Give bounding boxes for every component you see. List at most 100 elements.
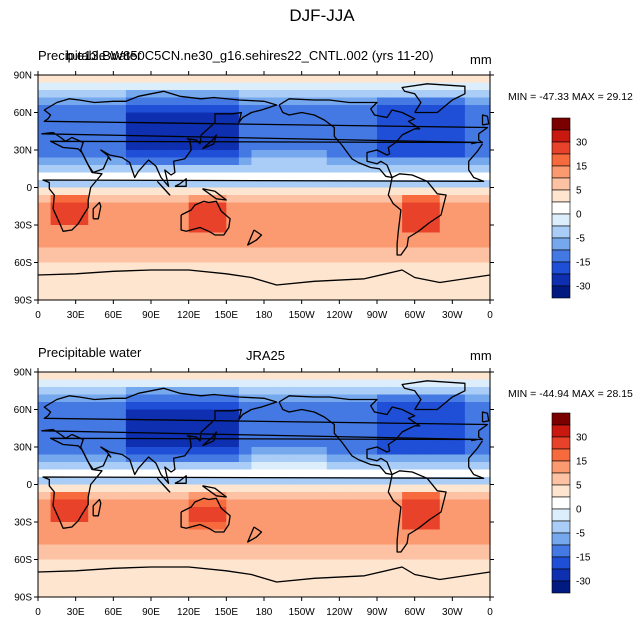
field-cell [389,484,403,493]
field-cell [301,97,315,106]
field-cell [389,432,403,441]
field-cell [63,82,77,91]
field-cell [88,424,102,433]
field-cell [75,424,89,433]
field-cell [339,82,353,91]
field-cell [138,402,152,411]
field-cell [289,262,303,271]
field-cell [125,582,140,591]
field-cell [50,552,64,561]
field-cell [427,499,441,508]
field-cell [339,379,353,388]
field-cell [75,589,89,598]
field-cell [339,232,353,241]
colorbar-label: -5 [576,529,585,540]
field-cell [100,454,114,463]
field-cell [276,150,290,159]
field-cell [364,439,378,448]
field-cell [351,552,366,561]
field-cell [364,409,378,418]
field-cell [364,165,378,174]
field-cell [377,105,391,114]
field-cell [151,424,165,433]
field-cell [276,544,290,553]
field-cell [452,247,466,256]
field-cell [100,402,114,411]
field-cell [377,75,391,84]
field-cell [88,127,102,136]
field-cell [100,240,114,249]
field-cell [389,544,403,553]
field-cell [226,394,240,403]
field-cell [113,112,127,121]
field-cell [402,150,416,159]
field-cell [314,424,328,433]
field-cell [402,120,416,129]
field-cell [264,477,278,486]
field-cell [100,210,114,219]
field-cell [452,135,466,144]
field-cell [452,172,466,181]
field-cell [477,447,491,456]
field-cell [414,90,428,99]
field-cell [339,105,353,114]
field-cell [88,522,102,531]
field-cell [339,574,353,583]
field-cell [377,225,391,234]
field-cell [276,202,290,211]
field-cell [88,477,102,486]
field-cell [50,157,64,166]
field-cell [276,529,290,538]
field-cell [63,97,77,106]
field-cell [276,165,290,174]
field-cell [389,582,403,591]
field-cell [100,469,114,478]
colorbar-swatch [551,141,571,155]
field-cell [439,379,453,388]
field-cell [176,277,190,286]
field-cell [301,210,315,219]
field-cell [63,454,77,463]
field-cell [427,462,441,471]
field-cell [88,372,102,381]
field-cell [314,217,328,226]
field-cell [351,544,366,553]
field-cell [75,202,89,211]
field-cell [50,82,64,91]
field-cell [326,285,340,294]
field-cell [151,90,165,99]
field-cell [326,195,340,204]
field-cell [264,240,278,249]
x-tick-label: 60W [404,607,425,618]
field-cell [301,255,315,264]
field-cell [276,112,290,121]
field-cell [477,402,491,411]
field-cell [251,499,265,508]
field-cell [238,544,253,553]
field-cell [251,372,265,381]
field-cell [477,180,491,189]
field-cell [351,589,366,598]
field-cell [50,225,64,234]
field-cell [439,432,453,441]
field-cell [125,492,140,501]
field-cell [389,225,403,234]
field-cell [414,292,428,301]
field-cell [113,559,127,568]
field-cell [75,120,89,129]
field-cell [238,180,253,189]
field-cell [326,172,340,181]
field-cell [364,484,378,493]
field-cell [264,484,278,493]
field-cell [213,432,227,441]
field-cell [326,537,340,546]
coastline [481,411,490,423]
field-cell [138,97,152,106]
field-cell [326,552,340,561]
field-cell [339,447,353,456]
field-cell [402,292,416,301]
field-cell [113,484,127,493]
colorbar-swatch [551,165,571,179]
field-cell [477,240,491,249]
field-cell [464,372,479,381]
